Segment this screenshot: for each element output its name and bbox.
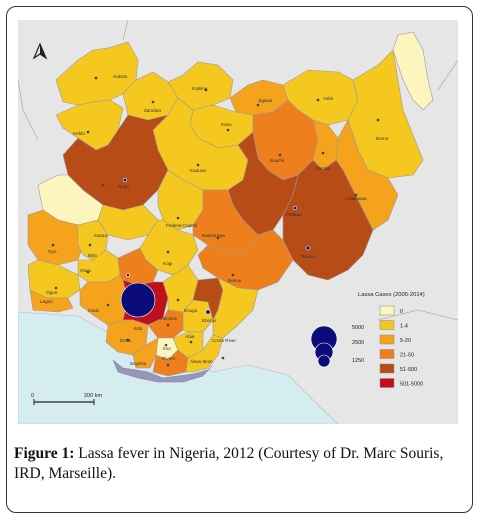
plateau-case-symbol: [292, 205, 298, 211]
legend-class-label-3: 21-50: [400, 353, 414, 359]
label-taraba: Taraba: [301, 254, 315, 259]
label-nassarawa: Nassarawa: [202, 233, 225, 238]
case-symbols: [120, 177, 311, 318]
label-kwara: Kwara: [94, 233, 107, 238]
state-plateau: [227, 131, 299, 236]
state-taraba: [282, 159, 374, 281]
label-cross-river: Cross River: [212, 338, 236, 343]
map-legend: Lassa Cases (2005-2014) 0 1-4 5-20 21-50 51-…: [310, 292, 425, 388]
state-akwa-ibom: [185, 334, 224, 373]
scale-bar: 0 200 km: [31, 393, 102, 405]
label-benue: Benue: [228, 278, 242, 283]
label-katsina: Katsina: [192, 86, 208, 91]
label-sokoto: Sokoto: [113, 74, 128, 79]
label-gombe: Gombe: [315, 166, 331, 171]
legend-classes: 0 1-4 5-20 21-50 51-500 501-5000: [379, 305, 423, 388]
label-osun: Osun: [80, 268, 91, 273]
legend-class-label-0: 0: [400, 309, 403, 315]
label-lagos: Lagos: [40, 299, 53, 304]
caption-text: Lassa fever in Nigeria, 2012 (Courtesy o…: [14, 445, 444, 482]
legend-swatch-5: [379, 378, 395, 388]
legend-proportional-symbols: 5000 2500 1250: [310, 325, 364, 368]
label-kogi: Kogi: [163, 261, 172, 266]
label-imo: Imo: [163, 346, 171, 351]
ondo-case-symbol: [126, 273, 130, 277]
legend-class-label-5: 501-5000: [400, 382, 423, 388]
north-arrow-icon: [32, 42, 48, 60]
legend-swatch-0: [379, 305, 395, 316]
label-ondo: Ondo: [88, 308, 100, 313]
label-delta: Delta: [120, 338, 131, 343]
state-lagos: [29, 289, 74, 313]
scale-end: 200 km: [84, 393, 102, 399]
legend-symbol-1250: [317, 354, 331, 368]
label-ebonyi: Ebonyi: [202, 318, 216, 323]
niger-case-symbol: [122, 177, 128, 183]
state-capitals: [51, 76, 380, 367]
legend-symbol-label-1250: 1250: [352, 358, 364, 364]
label-jigawa: Jigawa: [258, 98, 273, 103]
states: [27, 31, 434, 377]
label-adamawa: Adamawa: [346, 196, 367, 201]
label-ekiti: Ekiti: [88, 253, 97, 258]
taraba-case-symbol: [305, 245, 311, 251]
label-borno: Borno: [376, 136, 389, 141]
label-plateau: Plateau: [286, 212, 302, 217]
ebonyi-case-symbol: [205, 309, 211, 315]
legend-swatch-4: [379, 363, 395, 374]
legend-swatch-1: [379, 320, 395, 330]
state-oyo: [27, 209, 84, 266]
niger-delta-waterways: [112, 359, 214, 383]
label-federal-capital: Federal Capital: [166, 223, 197, 228]
label-niger: Niger: [118, 184, 129, 189]
label-kano: Kano: [221, 122, 232, 127]
legend-class-label-2: 5-20: [400, 338, 411, 344]
legend-class-label-1: 1-4: [400, 324, 408, 330]
label-akwa-ibom: Akwa Ibom: [190, 359, 213, 364]
legend-class-label-4: 51-500: [400, 367, 417, 373]
state-labels: Sokoto Katsina Zamfara Jigawa Yobe Borno…: [40, 74, 389, 366]
state-benue: [197, 229, 294, 291]
figure-caption: Figure 1: Lassa fever in Nigeria, 2012 (…: [14, 444, 466, 484]
lassa-fever-map: Sokoto Katsina Zamfara Jigawa Yobe Borno…: [18, 20, 458, 424]
label-bayelsa: Bayelsa: [130, 361, 147, 366]
legend-swatch-3: [379, 349, 395, 359]
legend-symbol-label-5000: 5000: [352, 325, 364, 331]
label-edo: Edo: [134, 326, 143, 331]
caption-label: Figure 1:: [14, 445, 75, 462]
label-abia: Abia: [185, 334, 195, 339]
state-borno-north: [392, 31, 434, 111]
scale-start: 0: [31, 393, 34, 399]
label-enugu: Enugu: [184, 308, 198, 313]
edo-case-symbol: [120, 282, 156, 318]
legend-swatch-2: [379, 334, 395, 345]
label-rivers: Rivers: [162, 356, 176, 361]
label-oyo: Oyo: [48, 249, 57, 254]
label-kaduna: Kaduna: [190, 168, 206, 173]
state-federal-capital: [157, 169, 204, 231]
label-bauchi: Bauchi: [270, 158, 284, 163]
legend-title: Lassa Cases (2005-2014): [358, 292, 425, 298]
label-anambra: Anambra: [158, 316, 177, 321]
neighbor-borders: [18, 20, 458, 321]
label-zamfara: Zamfara: [144, 108, 162, 113]
label-kebbi: Kebbi: [73, 131, 85, 136]
legend-symbol-label-2500: 2500: [352, 340, 364, 346]
label-ogun: Ogun: [46, 290, 58, 295]
label-yobe: Yobe: [323, 96, 334, 101]
